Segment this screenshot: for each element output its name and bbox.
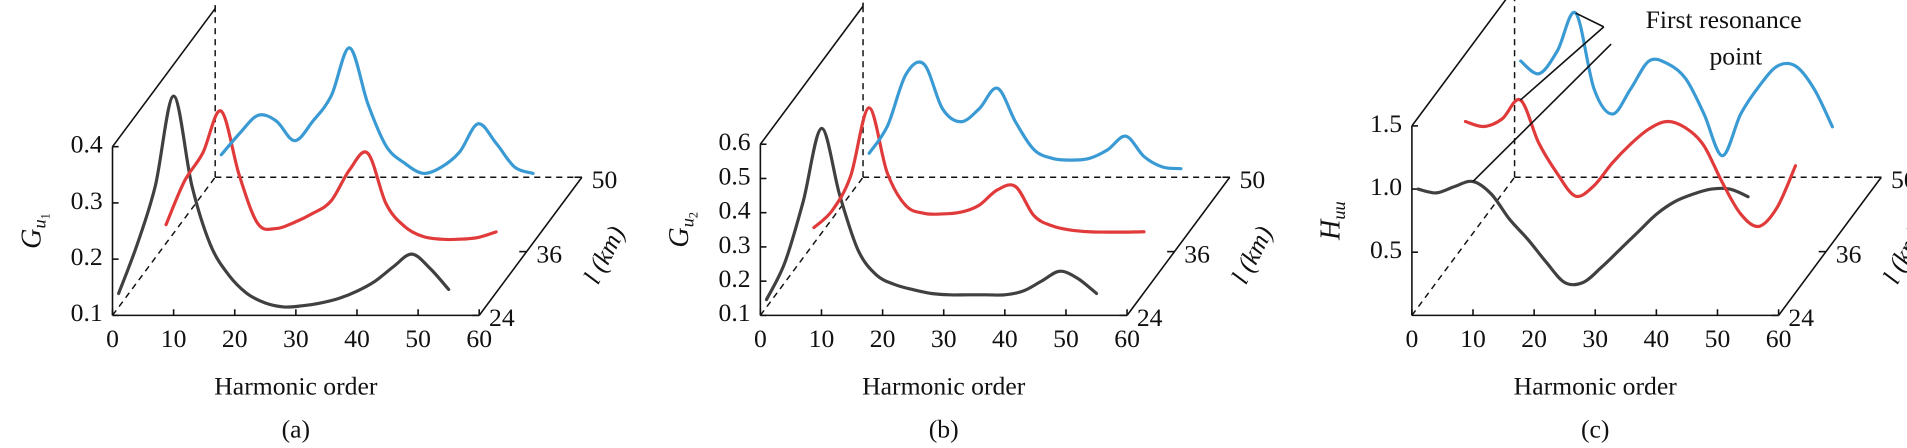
y-tick-label: 0.1 — [719, 298, 751, 327]
y-tick-label: 0.3 — [719, 230, 751, 259]
floor-edge — [759, 176, 864, 316]
x-tick-label: 20 — [1521, 324, 1547, 353]
y-tick-label: 0.3 — [71, 186, 103, 215]
z-tick-label: 24 — [1788, 303, 1814, 332]
z-axis — [478, 176, 583, 316]
annotation-leader — [1472, 43, 1612, 183]
y-label-sub: u — [30, 219, 50, 228]
y-label-subsub: 2 — [686, 212, 700, 218]
annotation-leader — [1519, 26, 1605, 101]
z-tick-label: 50 — [1240, 165, 1266, 194]
y-label-main: H — [1316, 218, 1347, 241]
x-tick-label: 10 — [809, 324, 835, 353]
y-tick-label: 0.4 — [71, 130, 103, 159]
box-edge — [111, 8, 216, 148]
x-tick-label: 50 — [1053, 324, 1079, 353]
y-tick-label: 0.4 — [719, 196, 751, 225]
annotation-leader — [1575, 12, 1605, 28]
y-label-subsub: 1 — [38, 213, 52, 219]
z-tick-label: 50 — [1891, 165, 1907, 194]
x-tick-label: 60 — [1114, 324, 1140, 353]
y-tick-label: 0.6 — [719, 127, 751, 156]
x-tick-label: 10 — [161, 324, 187, 353]
x-axis-label: Harmonic order — [214, 372, 378, 401]
series-line — [117, 94, 451, 309]
z-axis — [1777, 176, 1882, 316]
floor-edge — [111, 176, 216, 316]
y-tick-label: 1.5 — [1370, 109, 1402, 138]
x-tick-label: 0 — [106, 324, 119, 353]
x-tick-label: 30 — [1582, 324, 1608, 353]
box-edge — [1411, 0, 1507, 127]
z-tick-label: 36 — [1184, 239, 1210, 268]
z-tick-label: 36 — [1836, 239, 1862, 268]
y-tick-label: 1.0 — [1370, 172, 1402, 201]
z-tick-label: 24 — [1137, 303, 1163, 332]
z-axis-label: l (km) — [577, 221, 630, 288]
y-axis-label: Gu2 — [665, 212, 701, 248]
z-tick-label: 24 — [489, 303, 515, 332]
y-axis-label: Gu1 — [17, 213, 53, 249]
y-tick-label: 0.2 — [719, 264, 751, 293]
y-label-main: G — [17, 229, 48, 249]
box-edge — [759, 5, 864, 145]
series-line — [164, 109, 498, 242]
y-label-sub: u — [678, 218, 698, 227]
caption: (c) — [1581, 414, 1609, 443]
z-axis-label: l (km) — [1877, 221, 1907, 288]
x-tick-label: 40 — [344, 324, 370, 353]
y-tick-label: 0.5 — [1370, 235, 1402, 264]
floor-edge — [1411, 176, 1516, 316]
series-line — [1416, 179, 1750, 287]
series-line — [1519, 10, 1834, 158]
x-tick-label: 0 — [1405, 324, 1418, 353]
caption: (a) — [282, 414, 310, 443]
y-axis-label: Huu — [1316, 201, 1349, 241]
x-tick-label: 30 — [931, 324, 957, 353]
y-tick-label: 0.1 — [71, 298, 103, 327]
annotation-text: First resonance — [1646, 5, 1802, 34]
caption: (b) — [929, 414, 959, 443]
x-axis-label: Harmonic order — [1514, 372, 1678, 401]
annotation-text: point — [1709, 42, 1762, 71]
y-label-sub: uu — [1329, 201, 1349, 219]
y-tick-label: 0.2 — [71, 242, 103, 271]
x-tick-label: 30 — [283, 324, 309, 353]
x-tick-label: 50 — [405, 324, 431, 353]
series-line — [812, 106, 1146, 234]
x-tick-label: 20 — [870, 324, 896, 353]
y-tick-label: 0.5 — [719, 161, 751, 190]
x-tick-label: 20 — [222, 324, 248, 353]
z-tick-label: 36 — [536, 239, 562, 268]
y-label-main: G — [665, 227, 696, 247]
z-axis-label: l (km) — [1225, 221, 1278, 288]
z-tick-label: 50 — [592, 165, 618, 194]
z-axis — [1126, 176, 1231, 316]
x-tick-label: 10 — [1460, 324, 1486, 353]
x-axis-label: Harmonic order — [862, 372, 1026, 401]
x-tick-label: 50 — [1705, 324, 1731, 353]
series-line — [219, 46, 535, 175]
x-tick-label: 0 — [754, 324, 767, 353]
x-tick-label: 40 — [1644, 324, 1670, 353]
x-tick-label: 40 — [992, 324, 1018, 353]
series-line — [764, 126, 1099, 302]
series-line — [867, 60, 1183, 171]
x-tick-label: 60 — [466, 324, 492, 353]
x-tick-label: 60 — [1766, 324, 1792, 353]
